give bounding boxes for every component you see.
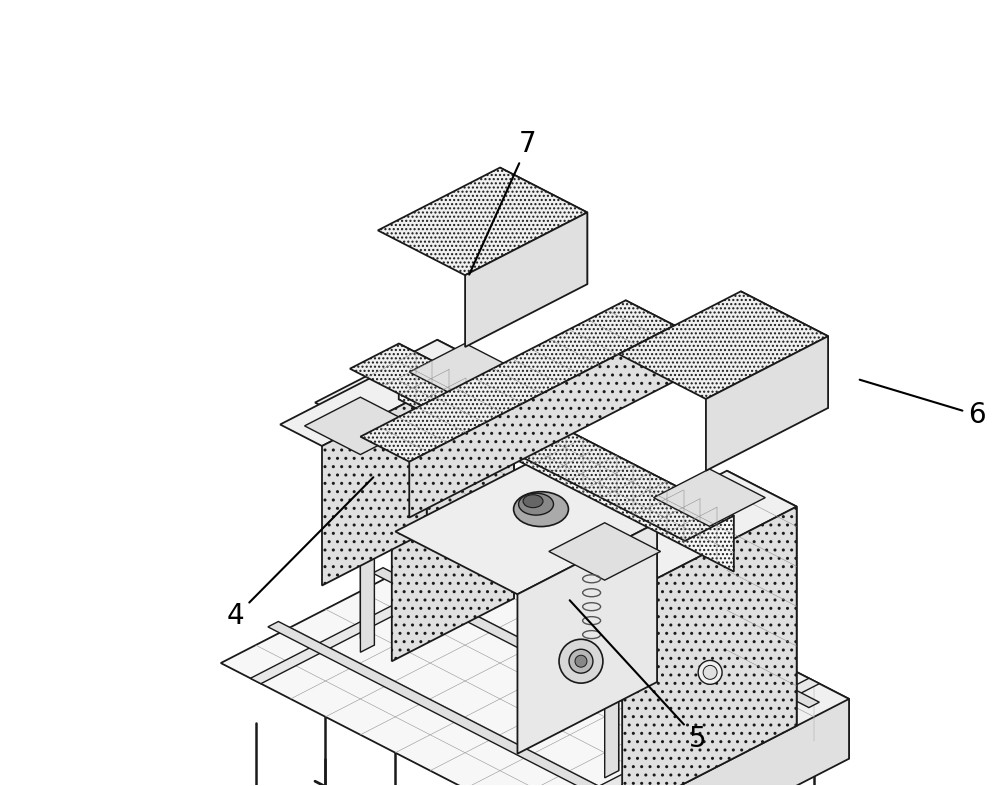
Polygon shape bbox=[360, 419, 374, 645]
Polygon shape bbox=[500, 167, 587, 285]
Polygon shape bbox=[709, 498, 723, 724]
Polygon shape bbox=[727, 471, 797, 725]
Polygon shape bbox=[460, 523, 819, 707]
Circle shape bbox=[450, 464, 460, 473]
Polygon shape bbox=[552, 471, 797, 597]
Polygon shape bbox=[346, 419, 374, 433]
Polygon shape bbox=[221, 520, 849, 786]
Polygon shape bbox=[322, 392, 427, 586]
Polygon shape bbox=[605, 552, 619, 778]
Circle shape bbox=[559, 639, 603, 683]
Circle shape bbox=[703, 666, 717, 679]
Polygon shape bbox=[605, 544, 619, 770]
Polygon shape bbox=[706, 336, 828, 471]
Polygon shape bbox=[409, 325, 675, 517]
Polygon shape bbox=[395, 460, 657, 594]
Polygon shape bbox=[378, 167, 587, 275]
Polygon shape bbox=[500, 520, 849, 758]
Polygon shape bbox=[409, 343, 521, 401]
Polygon shape bbox=[535, 460, 657, 682]
Ellipse shape bbox=[519, 493, 553, 515]
Polygon shape bbox=[626, 300, 675, 381]
Polygon shape bbox=[619, 292, 828, 399]
Polygon shape bbox=[437, 340, 514, 598]
Circle shape bbox=[698, 660, 722, 685]
Polygon shape bbox=[305, 397, 416, 454]
Ellipse shape bbox=[523, 494, 543, 508]
Circle shape bbox=[575, 656, 587, 667]
Circle shape bbox=[569, 649, 593, 673]
Polygon shape bbox=[373, 567, 732, 752]
Polygon shape bbox=[465, 212, 587, 347]
Polygon shape bbox=[451, 365, 479, 380]
Polygon shape bbox=[654, 469, 765, 527]
Polygon shape bbox=[741, 292, 828, 408]
Polygon shape bbox=[591, 544, 619, 559]
Text: 5: 5 bbox=[570, 601, 706, 753]
Polygon shape bbox=[530, 678, 819, 786]
Polygon shape bbox=[250, 534, 540, 684]
Text: 4: 4 bbox=[227, 477, 373, 630]
Polygon shape bbox=[360, 426, 374, 652]
Polygon shape bbox=[709, 490, 723, 717]
Polygon shape bbox=[570, 699, 849, 786]
Polygon shape bbox=[465, 372, 479, 598]
Text: 7: 7 bbox=[469, 130, 537, 274]
Polygon shape bbox=[280, 371, 427, 446]
Polygon shape bbox=[350, 343, 734, 541]
Polygon shape bbox=[549, 523, 661, 580]
Ellipse shape bbox=[514, 492, 568, 527]
Text: 6: 6 bbox=[860, 380, 985, 429]
Polygon shape bbox=[392, 380, 514, 661]
Polygon shape bbox=[360, 300, 675, 461]
Polygon shape bbox=[268, 622, 627, 786]
Polygon shape bbox=[517, 523, 657, 754]
Polygon shape bbox=[695, 490, 723, 505]
Polygon shape bbox=[385, 371, 427, 531]
Polygon shape bbox=[315, 340, 514, 442]
Polygon shape bbox=[399, 343, 734, 571]
Polygon shape bbox=[465, 365, 479, 591]
Polygon shape bbox=[622, 507, 797, 786]
